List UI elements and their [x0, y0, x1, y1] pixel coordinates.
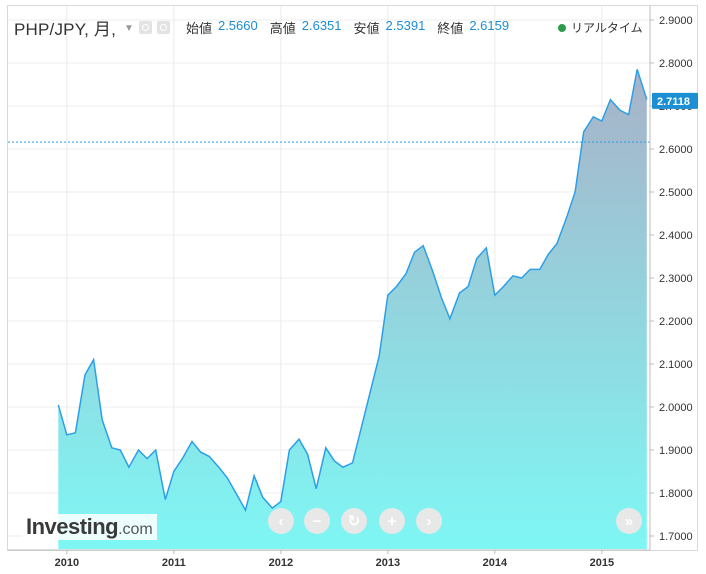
chart-header: PHP/JPY, 月, ▼ 始値 2.5660 高値 2.6351 安値 2.5… [14, 14, 515, 40]
x-tick-label: 2013 [376, 557, 400, 569]
plus-icon: + [387, 512, 397, 530]
y-tick-label: 2.2000 [659, 316, 693, 328]
y-tick-label: 2.0000 [659, 402, 693, 414]
open-label: 始値 [185, 20, 212, 36]
last-price-value: 2.7118 [657, 96, 690, 108]
reset-button[interactable]: ↻ [341, 508, 367, 534]
x-tick-label: 2015 [590, 557, 614, 569]
y-tick-label: 2.3000 [659, 273, 693, 285]
zoom-out-button[interactable]: − [304, 508, 330, 534]
low-label: 安値 [353, 20, 380, 36]
high-label: 高値 [269, 20, 296, 36]
logo-suffix: .com [118, 521, 153, 538]
high-value: 2.6351 [301, 17, 342, 33]
y-tick-label: 2.4000 [659, 230, 693, 242]
x-tick-label: 2010 [55, 557, 79, 569]
x-tick-label: 2012 [269, 557, 293, 569]
y-tick-label: 1.8000 [659, 488, 693, 500]
price-area [58, 69, 647, 550]
chevron-down-icon[interactable]: ▼ [124, 22, 134, 34]
price-line [57, 69, 648, 513]
x-tick-label: 2014 [483, 557, 508, 569]
chevron-left-icon: ‹ [278, 512, 284, 530]
y-tick-label: 2.6000 [659, 144, 693, 156]
realtime-indicator: リアルタイム [558, 19, 643, 36]
price-axis: 1.7000 1.8000 1.9000 2.0000 2.1000 2.2000 2.30… [650, 15, 693, 543]
y-tick-label: 2.5000 [659, 187, 693, 199]
ohlc-values: 始値 2.5660 高値 2.6351 安値 2.5391 終値 2.6159 [186, 18, 515, 37]
last-price-tag: 2.7118 [652, 92, 698, 109]
double-chevron-right-icon: » [624, 512, 634, 530]
y-tick-label: 2.1000 [659, 359, 693, 371]
symbol-title[interactable]: PHP/JPY, 月, [14, 19, 117, 39]
y-tick-label: 2.9000 [659, 15, 693, 27]
investing-logo: Investing .com [22, 514, 157, 540]
logo-main: Investing [26, 514, 119, 539]
time-axis: 2010 2011 2012 2013 2014 2015 [55, 550, 614, 569]
scroll-right-button[interactable]: › [416, 508, 442, 534]
refresh-icon: ↻ [347, 513, 361, 530]
x-tick-label: 2011 [162, 557, 186, 569]
open-value: 2.5660 [217, 17, 258, 33]
chevron-right-icon: › [426, 512, 432, 530]
eye-icon[interactable] [138, 20, 152, 34]
realtime-label: リアルタイム [571, 21, 643, 35]
zoom-in-button[interactable]: + [379, 508, 405, 534]
low-value: 2.5391 [385, 17, 426, 33]
scroll-left-button[interactable]: ‹ [268, 508, 294, 534]
settings-icon[interactable] [156, 20, 170, 34]
close-label: 終値 [437, 20, 464, 36]
y-tick-label: 1.7000 [659, 531, 693, 543]
y-tick-label: 1.9000 [659, 445, 693, 457]
minus-icon: − [312, 512, 322, 530]
realtime-dot-icon [558, 23, 566, 32]
close-value: 2.6159 [469, 17, 510, 33]
y-tick-label: 2.8000 [659, 58, 693, 70]
go-to-latest-button[interactable]: » [616, 508, 642, 534]
